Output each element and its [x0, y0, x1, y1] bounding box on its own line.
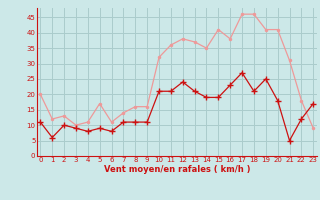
- X-axis label: Vent moyen/en rafales ( km/h ): Vent moyen/en rafales ( km/h ): [104, 165, 250, 174]
